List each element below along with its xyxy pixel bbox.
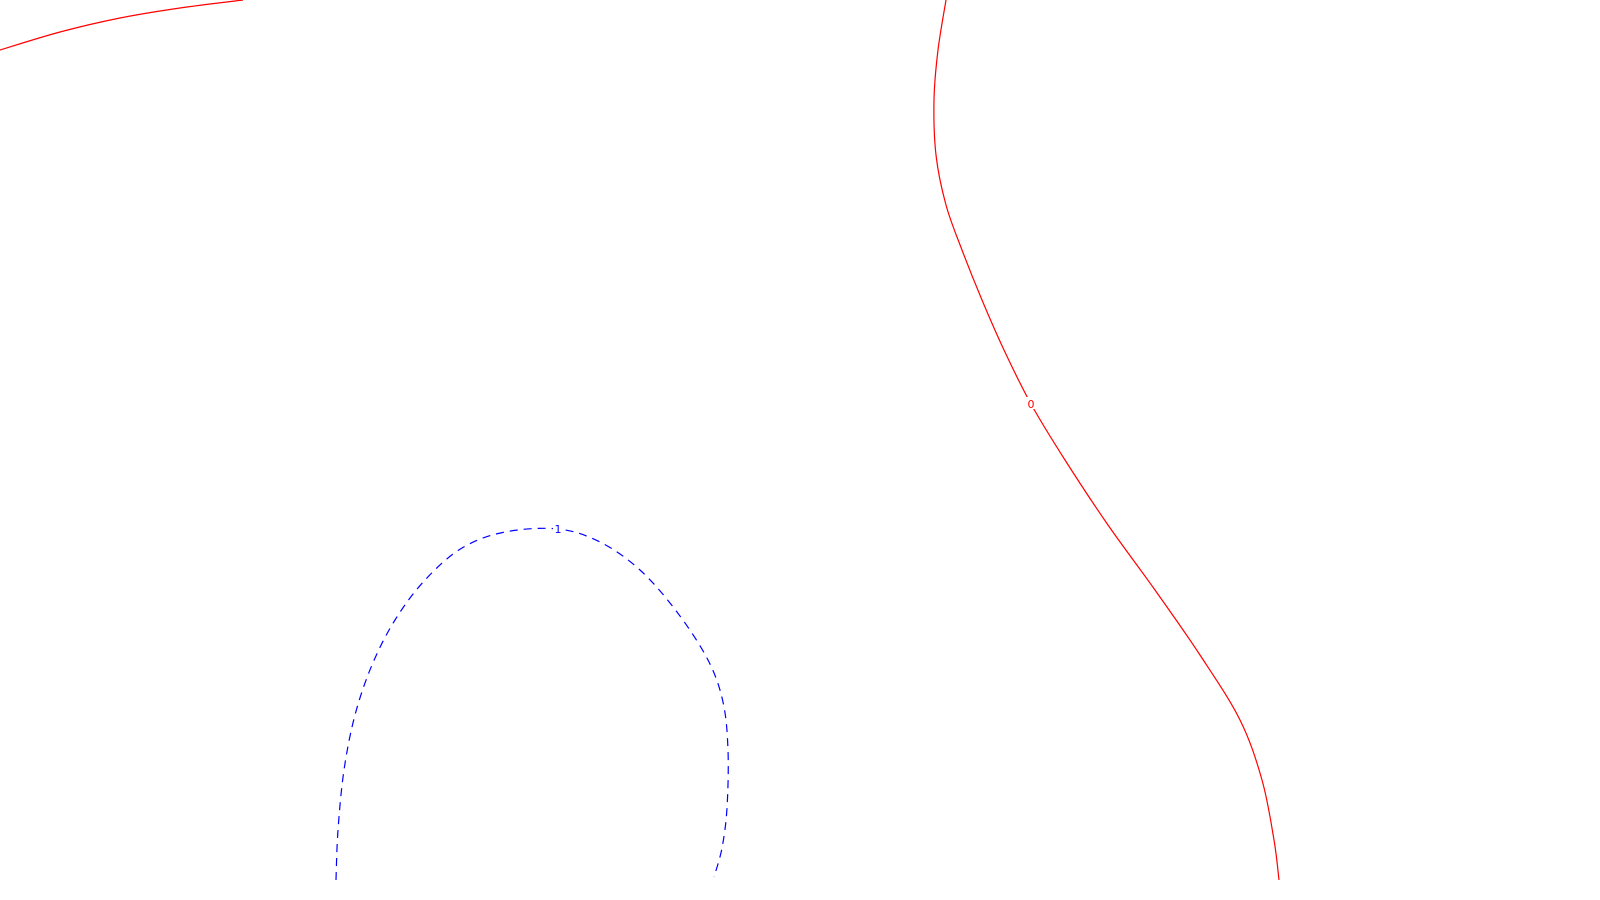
contour-labels: 01	[553, 397, 1036, 536]
contour-line-neg-one	[335, 527, 729, 881]
contour-lines	[0, 0, 1280, 881]
contour-line-zero-upper-left	[0, 0, 244, 51]
contour-label: 1	[555, 523, 562, 536]
contour-label-bg	[553, 522, 563, 534]
contour-label: 0	[1028, 398, 1035, 411]
contour-line-zero-right	[933, 0, 1280, 881]
contour-label-bg	[1026, 397, 1036, 409]
